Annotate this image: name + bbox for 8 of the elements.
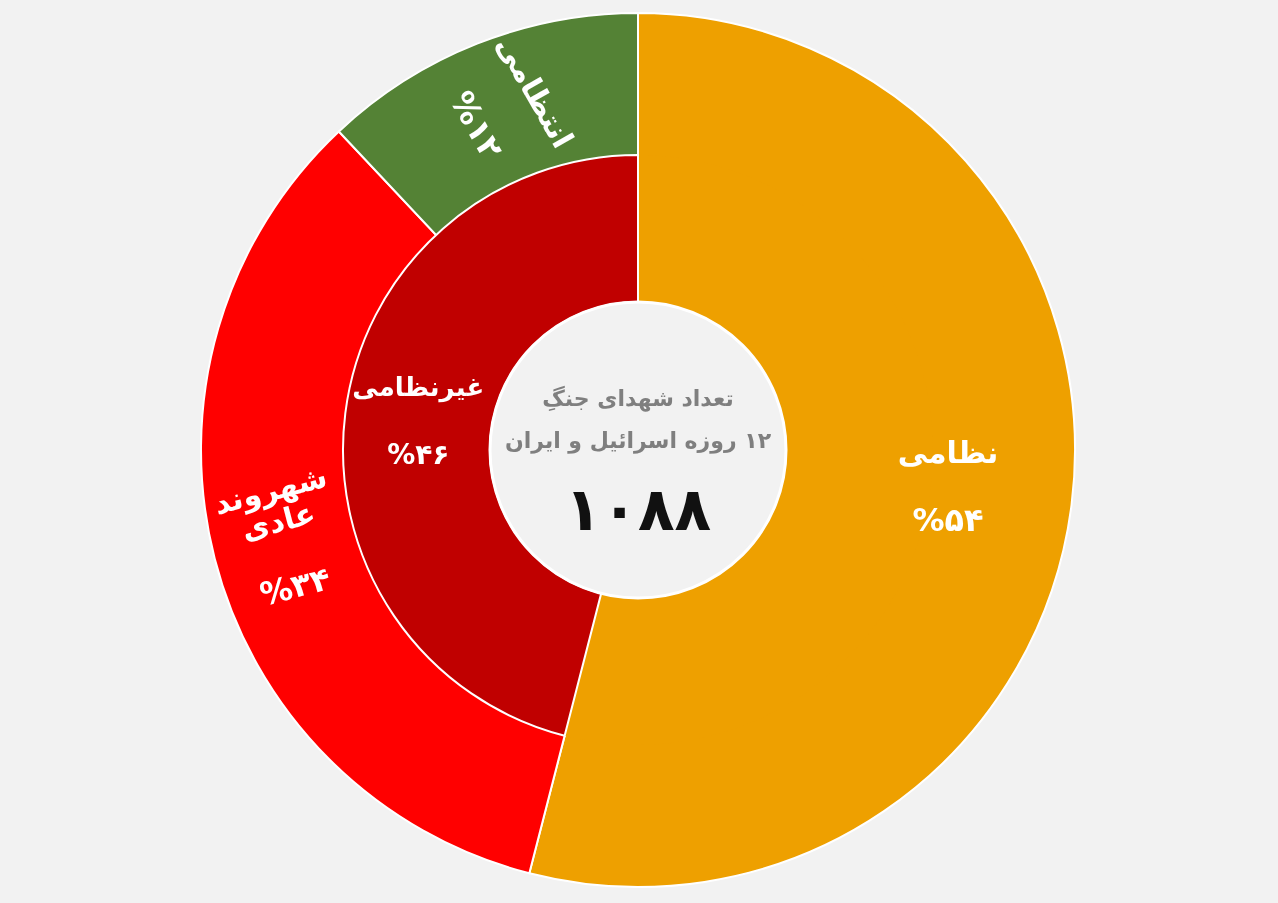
data-label: %۴۶ xyxy=(387,438,450,472)
text: تعداد شهدای جنگِ ۱۲ روزه اسرائیل و ایران xyxy=(504,385,772,454)
text: ۱۰۸۸ xyxy=(564,474,712,544)
slice-label: نظامی xyxy=(897,435,999,471)
slice-label: غیرنظامی xyxy=(352,372,485,404)
data-label: %۵۴ xyxy=(912,501,984,540)
data-label: %۳۴ xyxy=(256,559,335,614)
slice-label: شهروند عادی xyxy=(210,458,331,548)
